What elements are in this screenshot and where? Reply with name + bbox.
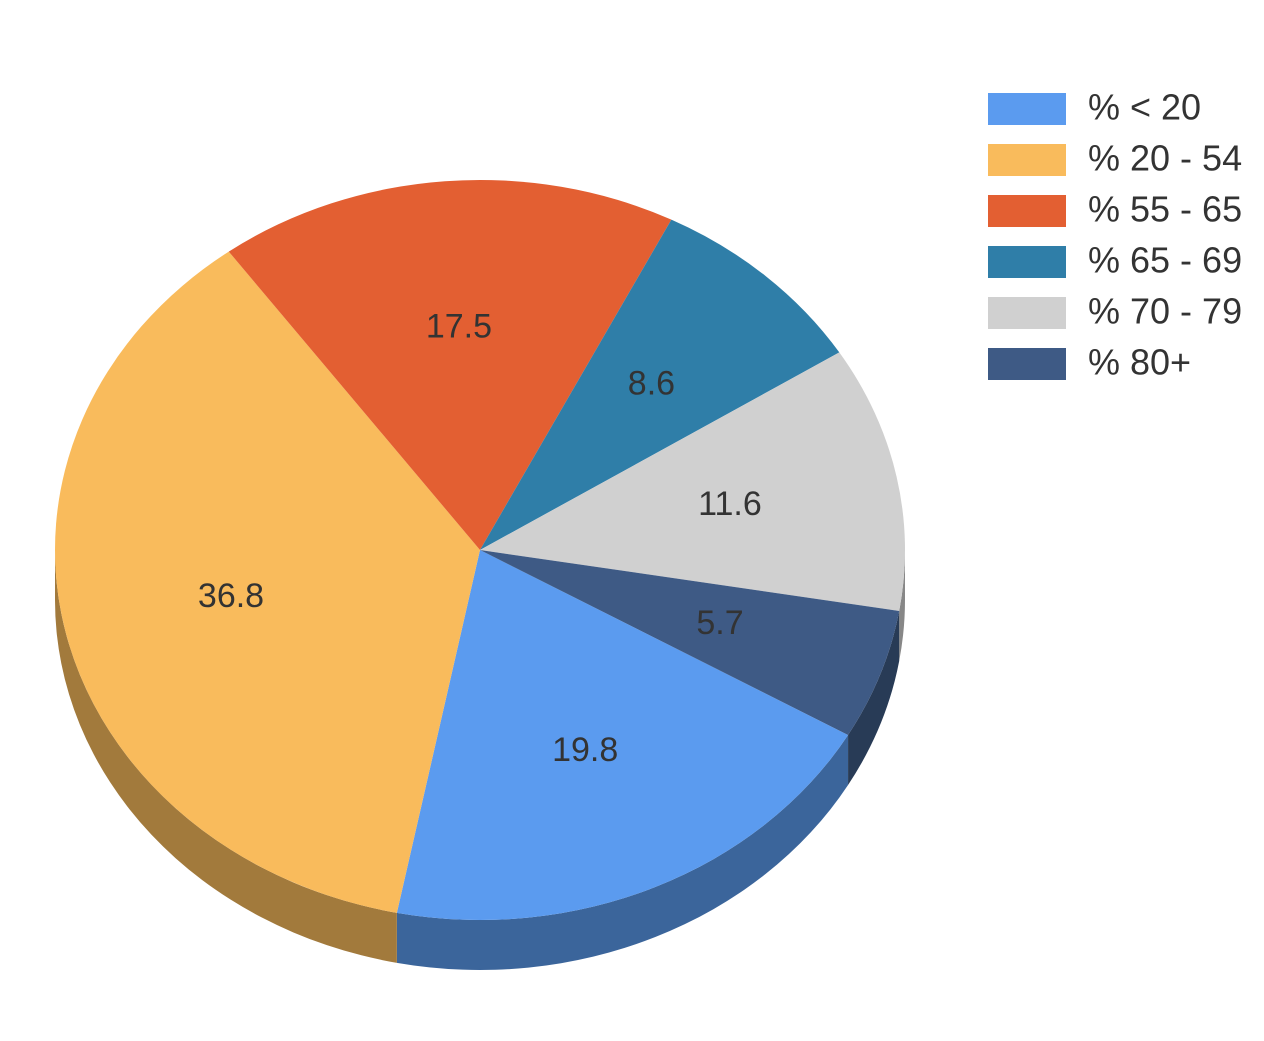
legend-swatch: [988, 348, 1066, 380]
pie-slice: [396, 550, 849, 920]
pie-slice: [480, 352, 905, 611]
pie-side: [899, 550, 905, 661]
legend-label: % 55 - 65: [1088, 189, 1242, 230]
legend-swatch: [988, 246, 1066, 278]
legend-swatch: [988, 195, 1066, 227]
pie-slice: [55, 251, 481, 913]
pie-slice: [480, 550, 900, 735]
pie-side: [396, 735, 849, 971]
data-label: 11.6: [698, 485, 762, 523]
data-label: 8.6: [628, 365, 675, 403]
pie-slice: [480, 219, 840, 550]
data-label: 17.5: [426, 308, 492, 346]
pie-slice: [228, 180, 672, 550]
legend-label: % < 20: [1088, 87, 1201, 128]
legend-swatch: [988, 144, 1066, 176]
pie-side: [848, 610, 900, 785]
legend-label: % 80+: [1088, 342, 1191, 383]
data-label: 19.8: [552, 731, 618, 769]
legend-label: % 20 - 54: [1088, 138, 1242, 179]
data-label: 5.7: [696, 604, 743, 642]
legend-label: % 65 - 69: [1088, 240, 1242, 281]
data-label: 36.8: [198, 577, 264, 615]
legend-label: % 70 - 79: [1088, 291, 1242, 332]
legend-swatch: [988, 93, 1066, 125]
pie-side: [55, 550, 397, 963]
legend-swatch: [988, 297, 1066, 329]
